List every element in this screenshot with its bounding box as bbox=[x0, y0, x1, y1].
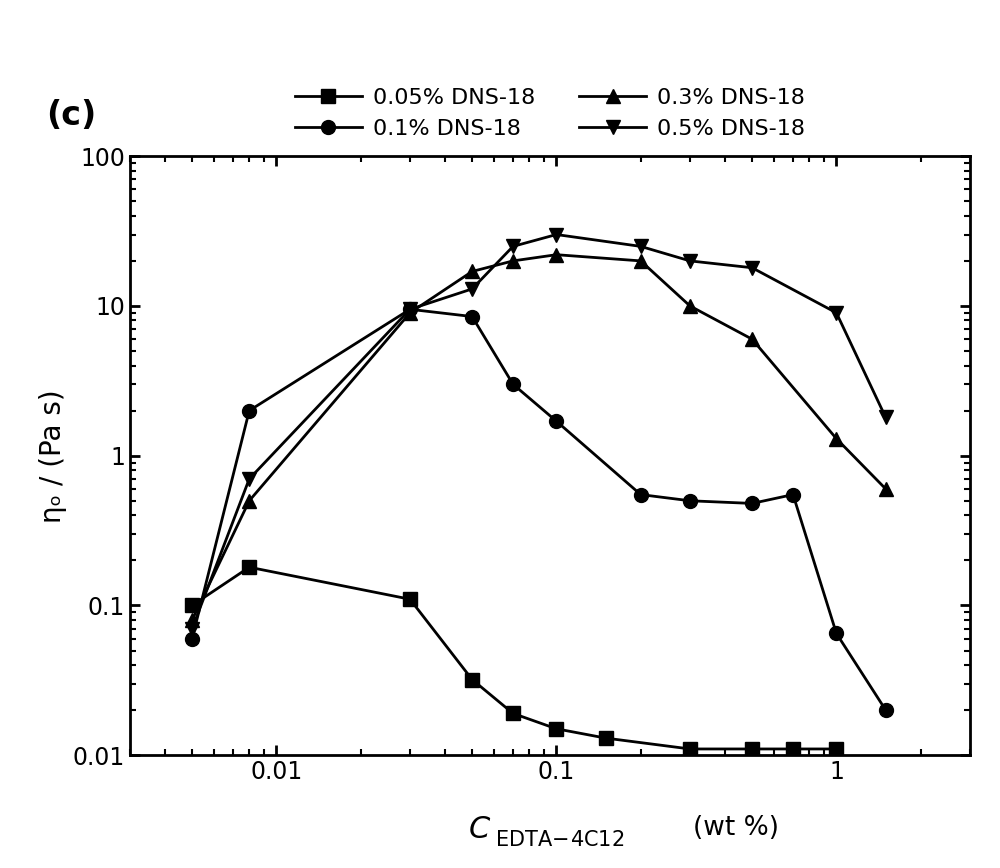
0.5% DNS-18 bbox=[684, 256, 696, 266]
0.3% DNS-18 bbox=[550, 249, 562, 260]
0.3% DNS-18 bbox=[830, 433, 842, 444]
0.3% DNS-18 bbox=[243, 496, 255, 506]
0.3% DNS-18 bbox=[507, 256, 519, 266]
0.3% DNS-18 bbox=[684, 301, 696, 312]
Text: $\mathit{C}$: $\mathit{C}$ bbox=[468, 815, 491, 844]
Line: 0.1% DNS-18: 0.1% DNS-18 bbox=[185, 302, 893, 717]
0.1% DNS-18 bbox=[830, 628, 842, 639]
0.1% DNS-18 bbox=[243, 405, 255, 416]
Y-axis label: ηₒ / (Pa s): ηₒ / (Pa s) bbox=[39, 389, 67, 523]
Line: 0.5% DNS-18: 0.5% DNS-18 bbox=[185, 227, 893, 635]
0.3% DNS-18 bbox=[635, 256, 647, 266]
0.5% DNS-18 bbox=[186, 623, 198, 634]
0.5% DNS-18 bbox=[550, 229, 562, 240]
0.5% DNS-18 bbox=[243, 474, 255, 484]
0.1% DNS-18 bbox=[466, 312, 478, 322]
Line: 0.05% DNS-18: 0.05% DNS-18 bbox=[185, 560, 843, 756]
0.1% DNS-18 bbox=[684, 496, 696, 506]
0.1% DNS-18 bbox=[186, 634, 198, 644]
Line: 0.3% DNS-18: 0.3% DNS-18 bbox=[185, 247, 893, 627]
0.1% DNS-18 bbox=[550, 416, 562, 426]
0.3% DNS-18 bbox=[186, 615, 198, 625]
0.5% DNS-18 bbox=[507, 241, 519, 252]
0.1% DNS-18 bbox=[787, 490, 799, 500]
0.05% DNS-18 bbox=[186, 601, 198, 611]
0.5% DNS-18 bbox=[404, 304, 416, 314]
0.05% DNS-18 bbox=[550, 724, 562, 734]
0.1% DNS-18 bbox=[404, 304, 416, 314]
0.05% DNS-18 bbox=[787, 744, 799, 754]
0.3% DNS-18 bbox=[466, 266, 478, 277]
Legend: 0.05% DNS-18, 0.1% DNS-18, 0.3% DNS-18, 0.5% DNS-18: 0.05% DNS-18, 0.1% DNS-18, 0.3% DNS-18, … bbox=[295, 88, 805, 139]
0.1% DNS-18 bbox=[635, 490, 647, 500]
0.05% DNS-18 bbox=[507, 708, 519, 719]
0.5% DNS-18 bbox=[466, 284, 478, 294]
Text: $\mathrm{EDTA\!-\!4C12}$: $\mathrm{EDTA\!-\!4C12}$ bbox=[495, 830, 625, 850]
0.1% DNS-18 bbox=[507, 379, 519, 390]
0.05% DNS-18 bbox=[746, 744, 758, 754]
0.5% DNS-18 bbox=[635, 241, 647, 252]
0.5% DNS-18 bbox=[746, 262, 758, 273]
0.3% DNS-18 bbox=[404, 307, 416, 318]
0.5% DNS-18 bbox=[880, 412, 892, 423]
0.3% DNS-18 bbox=[880, 483, 892, 494]
Text: (c): (c) bbox=[46, 99, 96, 132]
0.1% DNS-18 bbox=[746, 498, 758, 509]
0.05% DNS-18 bbox=[830, 744, 842, 754]
0.3% DNS-18 bbox=[746, 334, 758, 345]
0.05% DNS-18 bbox=[600, 733, 612, 743]
0.05% DNS-18 bbox=[684, 744, 696, 754]
0.1% DNS-18 bbox=[880, 705, 892, 715]
0.05% DNS-18 bbox=[466, 674, 478, 685]
0.5% DNS-18 bbox=[830, 307, 842, 318]
0.05% DNS-18 bbox=[243, 562, 255, 572]
0.05% DNS-18 bbox=[404, 594, 416, 604]
Text: (wt %): (wt %) bbox=[693, 815, 779, 841]
